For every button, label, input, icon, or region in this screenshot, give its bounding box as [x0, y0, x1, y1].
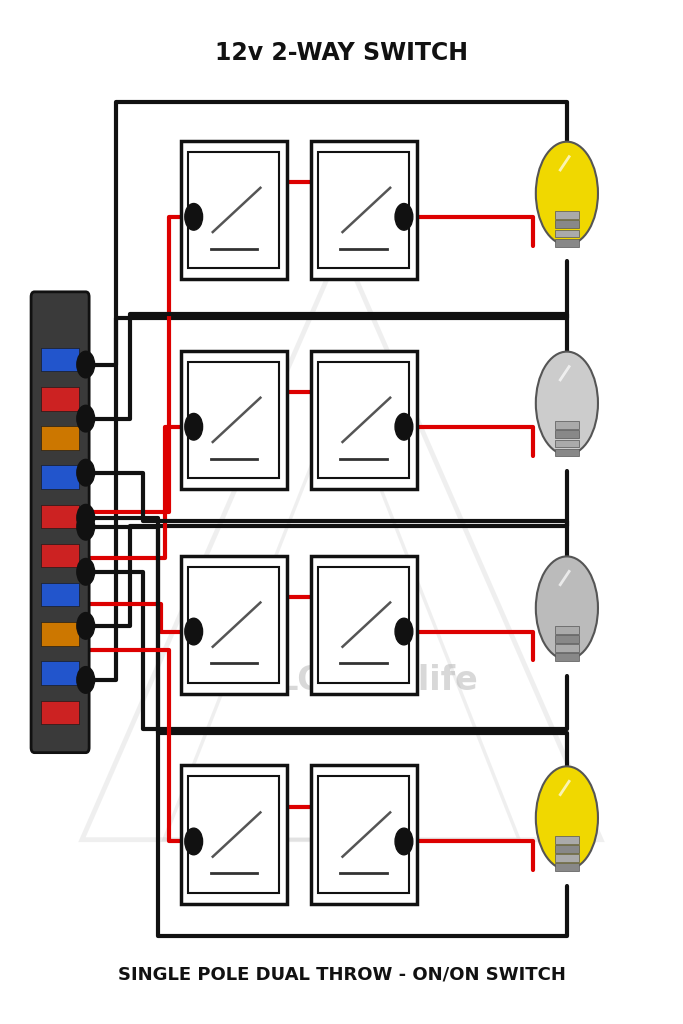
FancyBboxPatch shape — [555, 220, 579, 228]
FancyBboxPatch shape — [40, 583, 79, 606]
FancyBboxPatch shape — [40, 466, 79, 488]
FancyBboxPatch shape — [181, 555, 287, 694]
FancyBboxPatch shape — [181, 140, 287, 279]
FancyBboxPatch shape — [311, 766, 417, 904]
FancyBboxPatch shape — [189, 361, 279, 478]
FancyBboxPatch shape — [555, 229, 579, 238]
FancyBboxPatch shape — [555, 439, 579, 447]
FancyBboxPatch shape — [555, 449, 579, 457]
FancyBboxPatch shape — [311, 350, 417, 489]
FancyBboxPatch shape — [40, 662, 79, 685]
Ellipse shape — [535, 556, 598, 659]
FancyBboxPatch shape — [311, 555, 417, 694]
Circle shape — [185, 414, 203, 440]
FancyBboxPatch shape — [555, 854, 579, 862]
Ellipse shape — [535, 351, 598, 455]
Ellipse shape — [535, 766, 598, 869]
FancyBboxPatch shape — [181, 350, 287, 489]
Circle shape — [76, 460, 94, 486]
Circle shape — [185, 618, 203, 645]
FancyBboxPatch shape — [40, 623, 79, 646]
Circle shape — [76, 558, 94, 585]
FancyBboxPatch shape — [555, 211, 579, 219]
FancyBboxPatch shape — [189, 776, 279, 893]
FancyBboxPatch shape — [31, 292, 89, 753]
Circle shape — [76, 351, 94, 378]
FancyBboxPatch shape — [40, 700, 79, 724]
FancyBboxPatch shape — [40, 426, 79, 450]
FancyBboxPatch shape — [555, 421, 579, 429]
FancyBboxPatch shape — [311, 140, 417, 279]
Circle shape — [76, 505, 94, 531]
FancyBboxPatch shape — [189, 152, 279, 268]
Circle shape — [185, 828, 203, 855]
FancyBboxPatch shape — [555, 239, 579, 247]
FancyBboxPatch shape — [318, 152, 409, 268]
FancyBboxPatch shape — [40, 348, 79, 372]
FancyBboxPatch shape — [555, 653, 579, 662]
Circle shape — [395, 204, 413, 230]
Text: EXPLORIST.life: EXPLORIST.life — [205, 665, 478, 697]
Ellipse shape — [535, 141, 598, 245]
Circle shape — [395, 618, 413, 645]
FancyBboxPatch shape — [318, 566, 409, 683]
FancyBboxPatch shape — [181, 766, 287, 904]
Circle shape — [76, 667, 94, 693]
FancyBboxPatch shape — [555, 430, 579, 438]
Text: SINGLE POLE DUAL THROW - ON/ON SWITCH: SINGLE POLE DUAL THROW - ON/ON SWITCH — [117, 966, 566, 984]
Circle shape — [76, 406, 94, 432]
FancyBboxPatch shape — [555, 845, 579, 853]
FancyBboxPatch shape — [40, 544, 79, 567]
FancyBboxPatch shape — [189, 566, 279, 683]
FancyBboxPatch shape — [555, 863, 579, 871]
FancyBboxPatch shape — [555, 635, 579, 643]
Circle shape — [76, 612, 94, 639]
Circle shape — [76, 513, 94, 540]
Circle shape — [395, 414, 413, 440]
Circle shape — [185, 204, 203, 230]
FancyBboxPatch shape — [555, 644, 579, 652]
FancyBboxPatch shape — [555, 626, 579, 634]
FancyBboxPatch shape — [318, 361, 409, 478]
FancyBboxPatch shape — [318, 776, 409, 893]
FancyBboxPatch shape — [40, 387, 79, 411]
FancyBboxPatch shape — [40, 505, 79, 528]
Circle shape — [395, 828, 413, 855]
FancyBboxPatch shape — [555, 836, 579, 844]
Text: 12v 2-WAY SWITCH: 12v 2-WAY SWITCH — [215, 41, 468, 66]
